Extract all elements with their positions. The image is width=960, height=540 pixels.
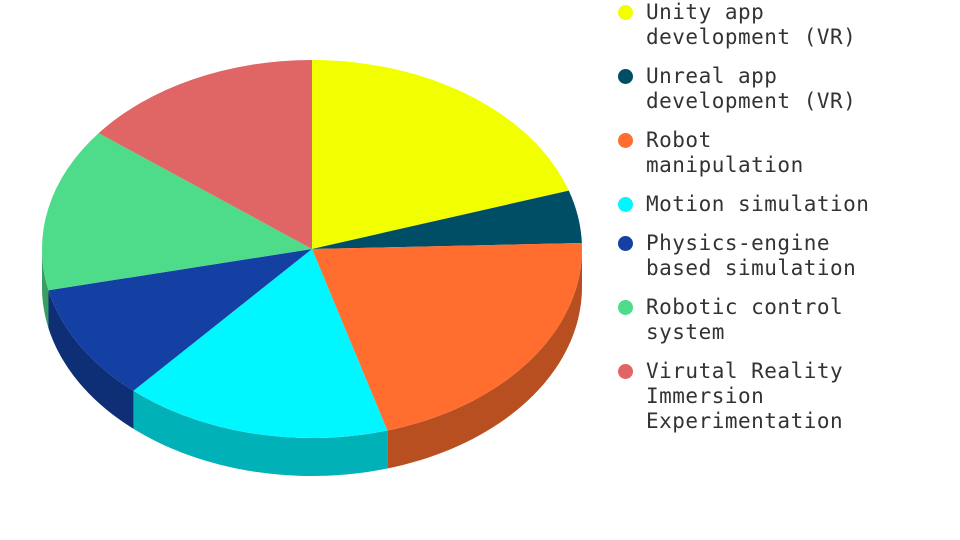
legend-swatch-icon xyxy=(618,5,633,20)
legend-label: Motion simulation xyxy=(646,192,870,216)
legend-label: Robot manipulation xyxy=(646,128,804,177)
legend-swatch-icon xyxy=(618,300,633,315)
legend-label: Virutal Reality Immersion Experimentatio… xyxy=(646,359,844,433)
legend-item[interactable]: Virutal Reality Immersion Experimentatio… xyxy=(618,359,948,434)
legend-item[interactable]: Robotic control system xyxy=(618,295,948,345)
pie-slice-5[interactable] xyxy=(41,133,313,291)
pie-slice-0[interactable] xyxy=(312,59,569,249)
pie-slice-6[interactable] xyxy=(98,60,312,249)
legend-swatch-icon xyxy=(618,69,633,84)
legend-item[interactable]: Motion simulation xyxy=(618,192,948,217)
legend-swatch-icon xyxy=(618,364,633,379)
pie-side-5 xyxy=(42,249,49,329)
pie-side-2 xyxy=(387,249,582,469)
pie-slice-1[interactable] xyxy=(312,190,582,249)
legend-item[interactable]: Unity app development (VR) xyxy=(618,0,948,50)
pie-side-3 xyxy=(133,390,388,476)
legend-item[interactable]: Physics-engine based simulation xyxy=(618,231,948,281)
legend-label: Physics-engine based simulation xyxy=(646,231,857,280)
legend-label: Unreal app development (VR) xyxy=(646,64,857,113)
legend-swatch-icon xyxy=(618,197,633,212)
pie-slices xyxy=(41,59,583,439)
chart-legend: Unity app development (VR) Unreal app dev… xyxy=(618,0,948,448)
pie-side-4 xyxy=(48,290,134,429)
pie-slice-3[interactable] xyxy=(133,249,388,439)
legend-label: Unity app development (VR) xyxy=(646,0,857,49)
legend-item[interactable]: Unreal app development (VR) xyxy=(618,64,948,114)
pie-slice-2[interactable] xyxy=(312,243,583,431)
pie-slice-4[interactable] xyxy=(48,249,313,391)
legend-label: Robotic control system xyxy=(646,295,844,344)
legend-item[interactable]: Robot manipulation xyxy=(618,128,948,178)
pie-side-walls xyxy=(42,249,582,476)
legend-swatch-icon xyxy=(618,133,633,148)
legend-swatch-icon xyxy=(618,236,633,251)
